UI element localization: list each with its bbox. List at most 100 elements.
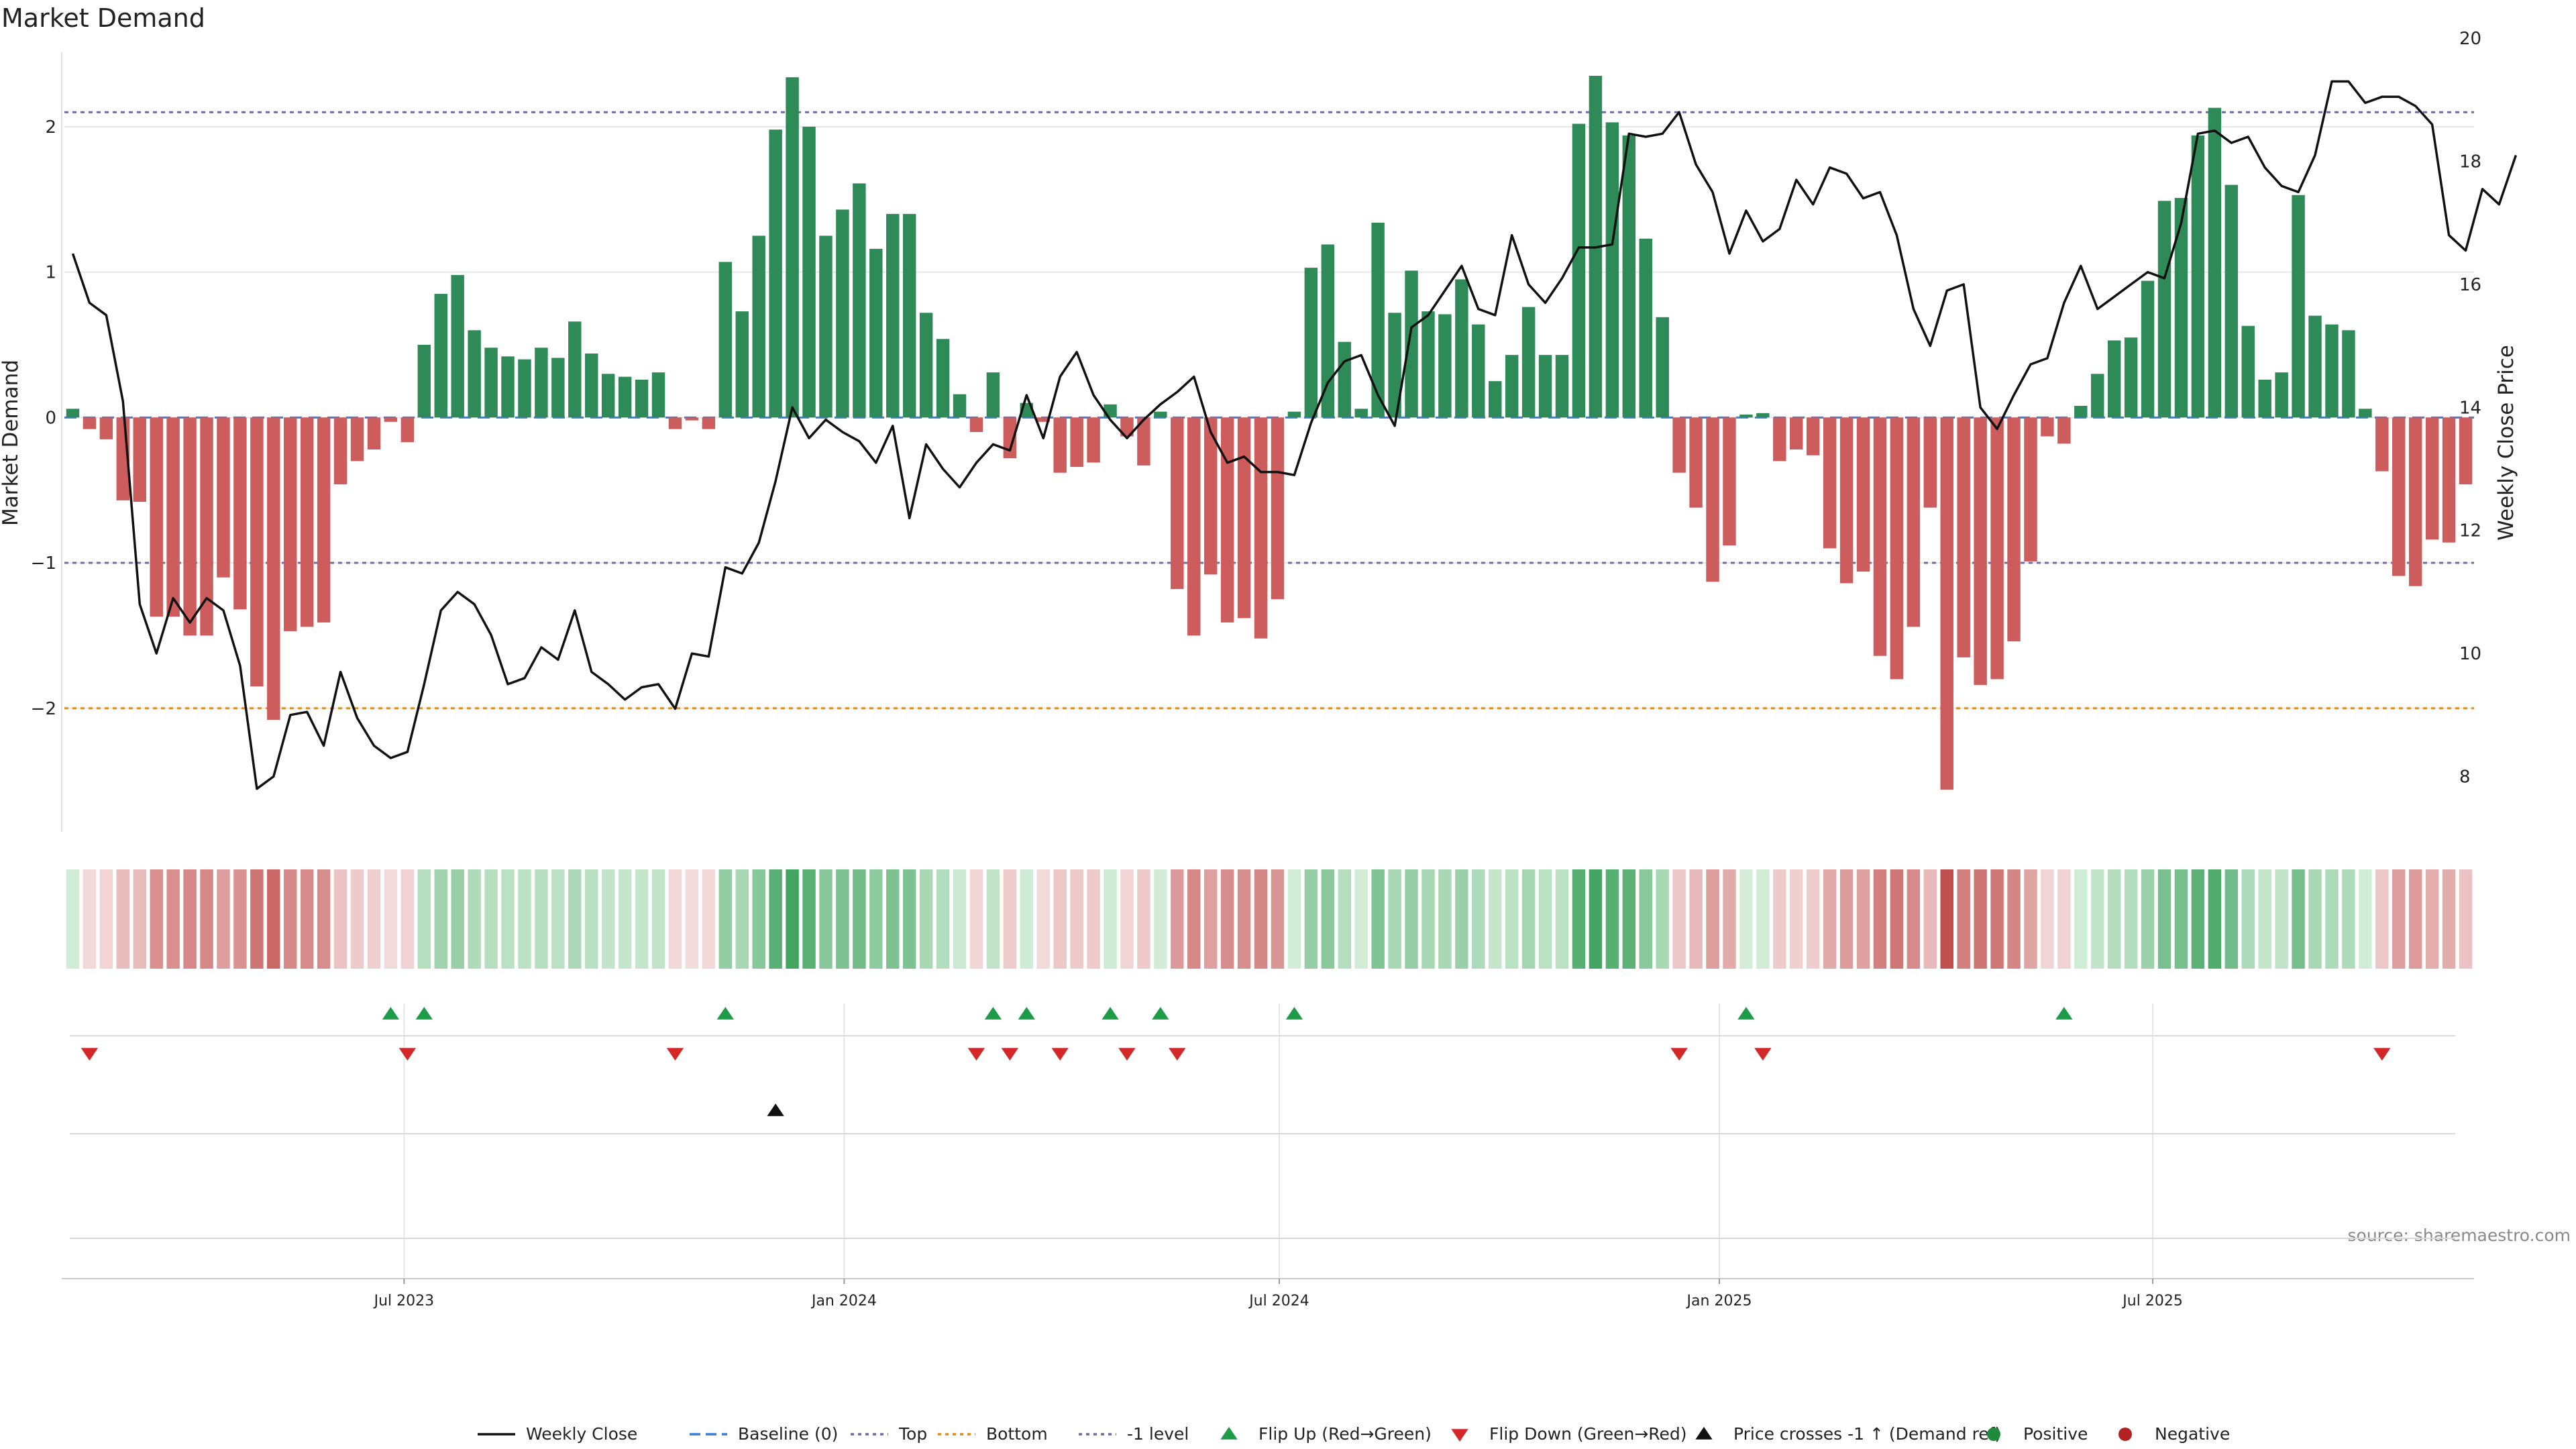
demand-bar bbox=[1957, 417, 1970, 657]
demand-bar bbox=[1756, 413, 1770, 418]
heat-cell bbox=[2325, 869, 2339, 969]
demand-bar bbox=[1773, 417, 1786, 462]
y-tick-label: 1 bbox=[45, 263, 56, 283]
heat-cell bbox=[2041, 869, 2054, 969]
demand-bar bbox=[752, 235, 765, 418]
demand-bar bbox=[718, 262, 733, 418]
heat-cell bbox=[1873, 869, 1887, 969]
heat-cell bbox=[1923, 869, 1937, 969]
demand-bar bbox=[869, 248, 883, 418]
heat-cell bbox=[1639, 869, 1652, 969]
demand-bar bbox=[2275, 372, 2288, 418]
heat-cell bbox=[1321, 869, 1335, 969]
x-tick-label: Jan 2025 bbox=[1686, 1293, 1752, 1309]
flip-up-marker bbox=[1737, 1007, 1755, 1020]
heat-cell bbox=[2308, 869, 2322, 969]
heat-cell bbox=[953, 869, 967, 969]
heat-cell bbox=[2107, 869, 2121, 969]
demand-bar bbox=[1505, 355, 1519, 418]
heat-cell bbox=[1338, 869, 1351, 969]
demand-bar bbox=[2359, 409, 2372, 418]
heat-cell bbox=[1271, 869, 1285, 969]
demand-bar bbox=[853, 183, 866, 418]
demand-bar bbox=[2007, 417, 2021, 642]
heat-cell bbox=[1120, 869, 1134, 969]
flip-down-marker bbox=[1169, 1048, 1186, 1061]
heat-cell bbox=[1555, 869, 1569, 969]
demand-bar bbox=[1087, 417, 1100, 463]
heat-cell bbox=[1388, 869, 1401, 969]
heat-cell bbox=[1254, 869, 1268, 969]
demand-bar bbox=[635, 379, 649, 418]
heat-cell bbox=[1020, 869, 1034, 969]
demand-bar bbox=[2459, 417, 2473, 485]
heat-cell bbox=[1756, 869, 1770, 969]
heat-cell bbox=[869, 869, 883, 969]
heat-cell bbox=[1907, 869, 1921, 969]
demand-bar bbox=[886, 213, 900, 418]
demand-bar bbox=[2124, 337, 2138, 418]
heat-cell bbox=[1489, 869, 1502, 969]
demand-bar bbox=[1220, 417, 1234, 623]
demand-bar bbox=[300, 417, 314, 627]
flip-up-marker bbox=[382, 1007, 400, 1020]
demand-bar bbox=[1287, 411, 1301, 418]
demand-bar bbox=[2157, 201, 2171, 418]
heat-cell bbox=[1689, 869, 1703, 969]
heat-cell bbox=[66, 869, 80, 969]
heat-cell bbox=[969, 869, 983, 969]
legend-label: Bottom bbox=[986, 1424, 1048, 1444]
demand-bar bbox=[1171, 417, 1184, 590]
heat-cell bbox=[2292, 869, 2305, 969]
heat-cell bbox=[1823, 869, 1837, 969]
heat-cell bbox=[284, 869, 297, 969]
demand-bar bbox=[585, 353, 598, 418]
demand-bar bbox=[1237, 417, 1251, 619]
heat-cell bbox=[1304, 869, 1318, 969]
heat-cell bbox=[819, 869, 833, 969]
heat-cell bbox=[651, 869, 665, 969]
heat-cell bbox=[668, 869, 682, 969]
flip-down-marker bbox=[398, 1048, 417, 1061]
legend-label: Price crosses -1 ↑ (Demand ref) bbox=[1733, 1424, 2001, 1444]
demand-bar bbox=[2342, 330, 2355, 418]
heat-cell bbox=[2174, 869, 2188, 969]
reference-lines bbox=[64, 111, 2474, 710]
heat-cell bbox=[384, 869, 398, 969]
demand-bar bbox=[2208, 107, 2222, 418]
heat-cell bbox=[1940, 869, 1953, 969]
heat-cell bbox=[1706, 869, 1719, 969]
heat-cell bbox=[568, 869, 582, 969]
demand-bar bbox=[1137, 417, 1150, 466]
heat-cell bbox=[2074, 869, 2088, 969]
demand-heat-strip bbox=[66, 869, 2473, 969]
demand-bar bbox=[350, 417, 364, 462]
heat-cell bbox=[250, 869, 264, 969]
demand-bar bbox=[1472, 324, 1485, 418]
demand-bar bbox=[518, 359, 531, 418]
demand-bar bbox=[1254, 417, 1268, 639]
heat-cell bbox=[150, 869, 163, 969]
demand-bar bbox=[702, 417, 716, 429]
heat-cell bbox=[1472, 869, 1485, 969]
heat-cell bbox=[2258, 869, 2271, 969]
heat-cell bbox=[1890, 869, 1904, 969]
heat-cell bbox=[417, 869, 431, 969]
x-tick-label: Jul 2024 bbox=[1248, 1293, 1309, 1309]
heat-cell bbox=[1053, 869, 1067, 969]
flip-up-marker bbox=[1018, 1007, 1035, 1020]
demand-bar bbox=[1489, 381, 1502, 418]
heat-cell bbox=[2024, 869, 2037, 969]
flip-down-marker bbox=[1118, 1048, 1136, 1061]
demand-bar bbox=[1070, 417, 1083, 468]
heat-cell bbox=[2191, 869, 2205, 969]
legend-label: Flip Down (Green→Red) bbox=[1489, 1424, 1687, 1444]
demand-bar bbox=[183, 417, 197, 636]
heat-cell bbox=[1739, 869, 1753, 969]
legend-label: Baseline (0) bbox=[738, 1424, 838, 1444]
heat-cell bbox=[1154, 869, 1167, 969]
heat-cell bbox=[2342, 869, 2355, 969]
demand-bar bbox=[936, 339, 950, 418]
demand-bar bbox=[2024, 417, 2037, 561]
heat-cell bbox=[1538, 869, 1552, 969]
